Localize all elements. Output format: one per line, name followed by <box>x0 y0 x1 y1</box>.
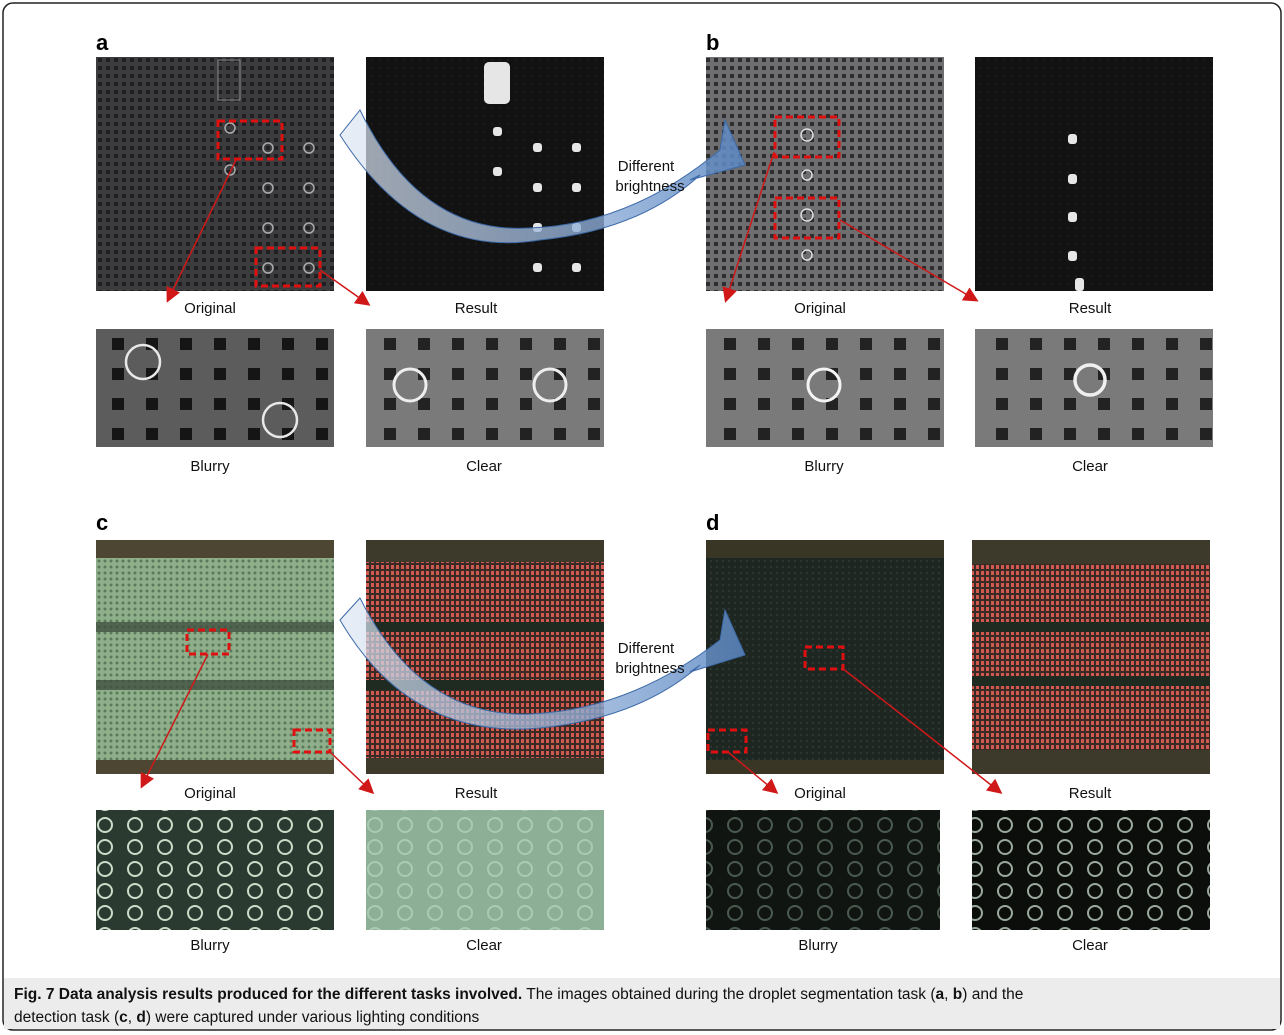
image <box>366 622 604 632</box>
caption-ref: b <box>953 986 962 1003</box>
caption: Blurry <box>190 458 230 475</box>
image <box>706 540 944 558</box>
caption: Original <box>794 300 846 317</box>
image <box>366 540 604 774</box>
caption: Result <box>455 300 498 317</box>
image <box>706 329 944 447</box>
image <box>366 758 604 774</box>
image <box>706 810 940 930</box>
image <box>972 750 1210 774</box>
image <box>96 680 334 690</box>
image <box>972 810 1210 930</box>
caption: Blurry <box>798 937 838 954</box>
caption: Clear <box>1072 937 1108 954</box>
image <box>96 760 334 774</box>
image <box>706 760 944 774</box>
caption: Clear <box>466 937 502 954</box>
image <box>96 57 334 291</box>
panel-label: b <box>706 30 719 55</box>
arrow-label: Different <box>618 158 675 175</box>
caption-text: detection task ( <box>14 1009 120 1026</box>
image <box>96 810 334 930</box>
panel-label: a <box>96 30 109 55</box>
image <box>706 540 944 774</box>
caption: Result <box>1069 785 1112 802</box>
image <box>366 540 604 562</box>
caption-text: , <box>944 986 953 1003</box>
caption-ref: d <box>136 1009 145 1026</box>
figure: a Original Result Blurry Clear b Origina… <box>0 0 1284 1035</box>
caption: Original <box>184 785 236 802</box>
image <box>972 622 1210 632</box>
arrow-label: brightness <box>615 660 684 677</box>
caption: Clear <box>1072 458 1108 475</box>
panel-label: c <box>96 510 108 535</box>
image <box>96 329 334 447</box>
image <box>706 57 944 291</box>
panel-label: d <box>706 510 719 535</box>
caption-text: ) and the <box>962 986 1023 1003</box>
caption: Result <box>455 785 498 802</box>
caption: Result <box>1069 300 1112 317</box>
caption: Clear <box>466 458 502 475</box>
arrow-label: Different <box>618 640 675 657</box>
caption-title: Fig. 7 Data analysis results produced fo… <box>14 986 522 1003</box>
arrow-label: brightness <box>615 178 684 195</box>
figure-caption: detection task (c, d) were captured unde… <box>14 1009 480 1026</box>
image <box>975 57 1213 291</box>
caption-text: ) were captured under various lighting c… <box>146 1009 480 1026</box>
image <box>972 540 1210 564</box>
caption-text: The images obtained during the droplet s… <box>526 986 936 1003</box>
image <box>975 329 1213 447</box>
caption: Original <box>794 785 846 802</box>
image <box>366 810 604 930</box>
image <box>972 676 1210 686</box>
image <box>366 329 604 447</box>
caption: Blurry <box>190 937 230 954</box>
image <box>96 540 334 774</box>
caption: Original <box>184 300 236 317</box>
image <box>972 540 1210 774</box>
image <box>96 540 334 558</box>
caption-text: , <box>128 1009 137 1026</box>
caption: Blurry <box>804 458 844 475</box>
figure-caption: Fig. 7 Data analysis results produced fo… <box>14 986 1023 1003</box>
